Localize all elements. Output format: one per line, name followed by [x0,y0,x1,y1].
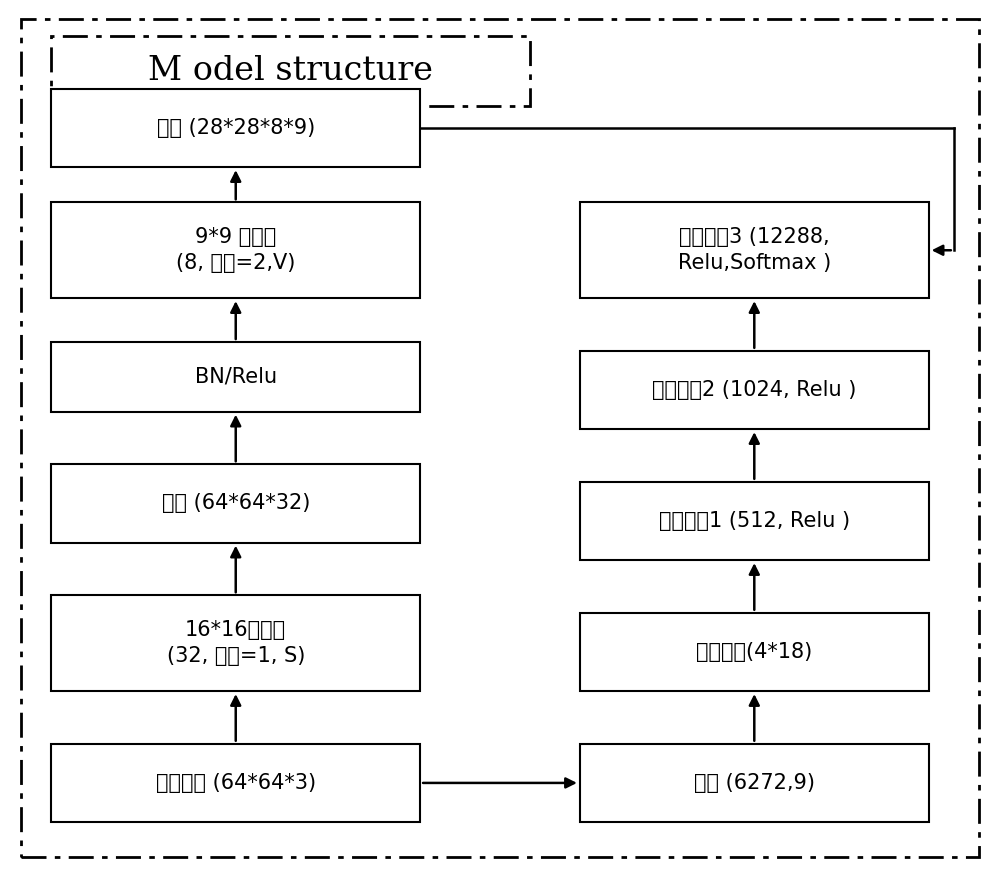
Text: 输出 (64*64*32): 输出 (64*64*32) [162,493,310,513]
FancyBboxPatch shape [580,482,929,561]
Text: 数字胶囊(4*18): 数字胶囊(4*18) [696,642,812,662]
Text: BN/Relu: BN/Relu [195,367,277,387]
Text: 全连接层3 (12288,
Relu,Softmax ): 全连接层3 (12288, Relu,Softmax ) [678,227,831,273]
Text: 重构 (6272,9): 重构 (6272,9) [694,773,815,793]
FancyBboxPatch shape [51,744,420,823]
FancyBboxPatch shape [51,464,420,543]
FancyBboxPatch shape [580,744,929,823]
Text: M odel structure: M odel structure [148,55,433,88]
Text: 全连接层2 (1024, Relu ): 全连接层2 (1024, Relu ) [652,380,856,400]
FancyBboxPatch shape [51,88,420,167]
FancyBboxPatch shape [580,612,929,691]
FancyBboxPatch shape [580,350,929,429]
Text: 输出 (28*28*8*9): 输出 (28*28*8*9) [157,118,315,138]
FancyBboxPatch shape [51,595,420,691]
Text: 16*16卷积核
(32, 步长=1, S): 16*16卷积核 (32, 步长=1, S) [167,620,305,667]
Text: 图像输入 (64*64*3): 图像输入 (64*64*3) [156,773,316,793]
FancyBboxPatch shape [51,342,420,412]
Text: 全连接层1 (512, Relu ): 全连接层1 (512, Relu ) [659,511,850,531]
FancyBboxPatch shape [580,202,929,299]
Text: 9*9 主胶囊
(8, 步长=2,V): 9*9 主胶囊 (8, 步长=2,V) [176,227,295,273]
FancyBboxPatch shape [51,202,420,299]
